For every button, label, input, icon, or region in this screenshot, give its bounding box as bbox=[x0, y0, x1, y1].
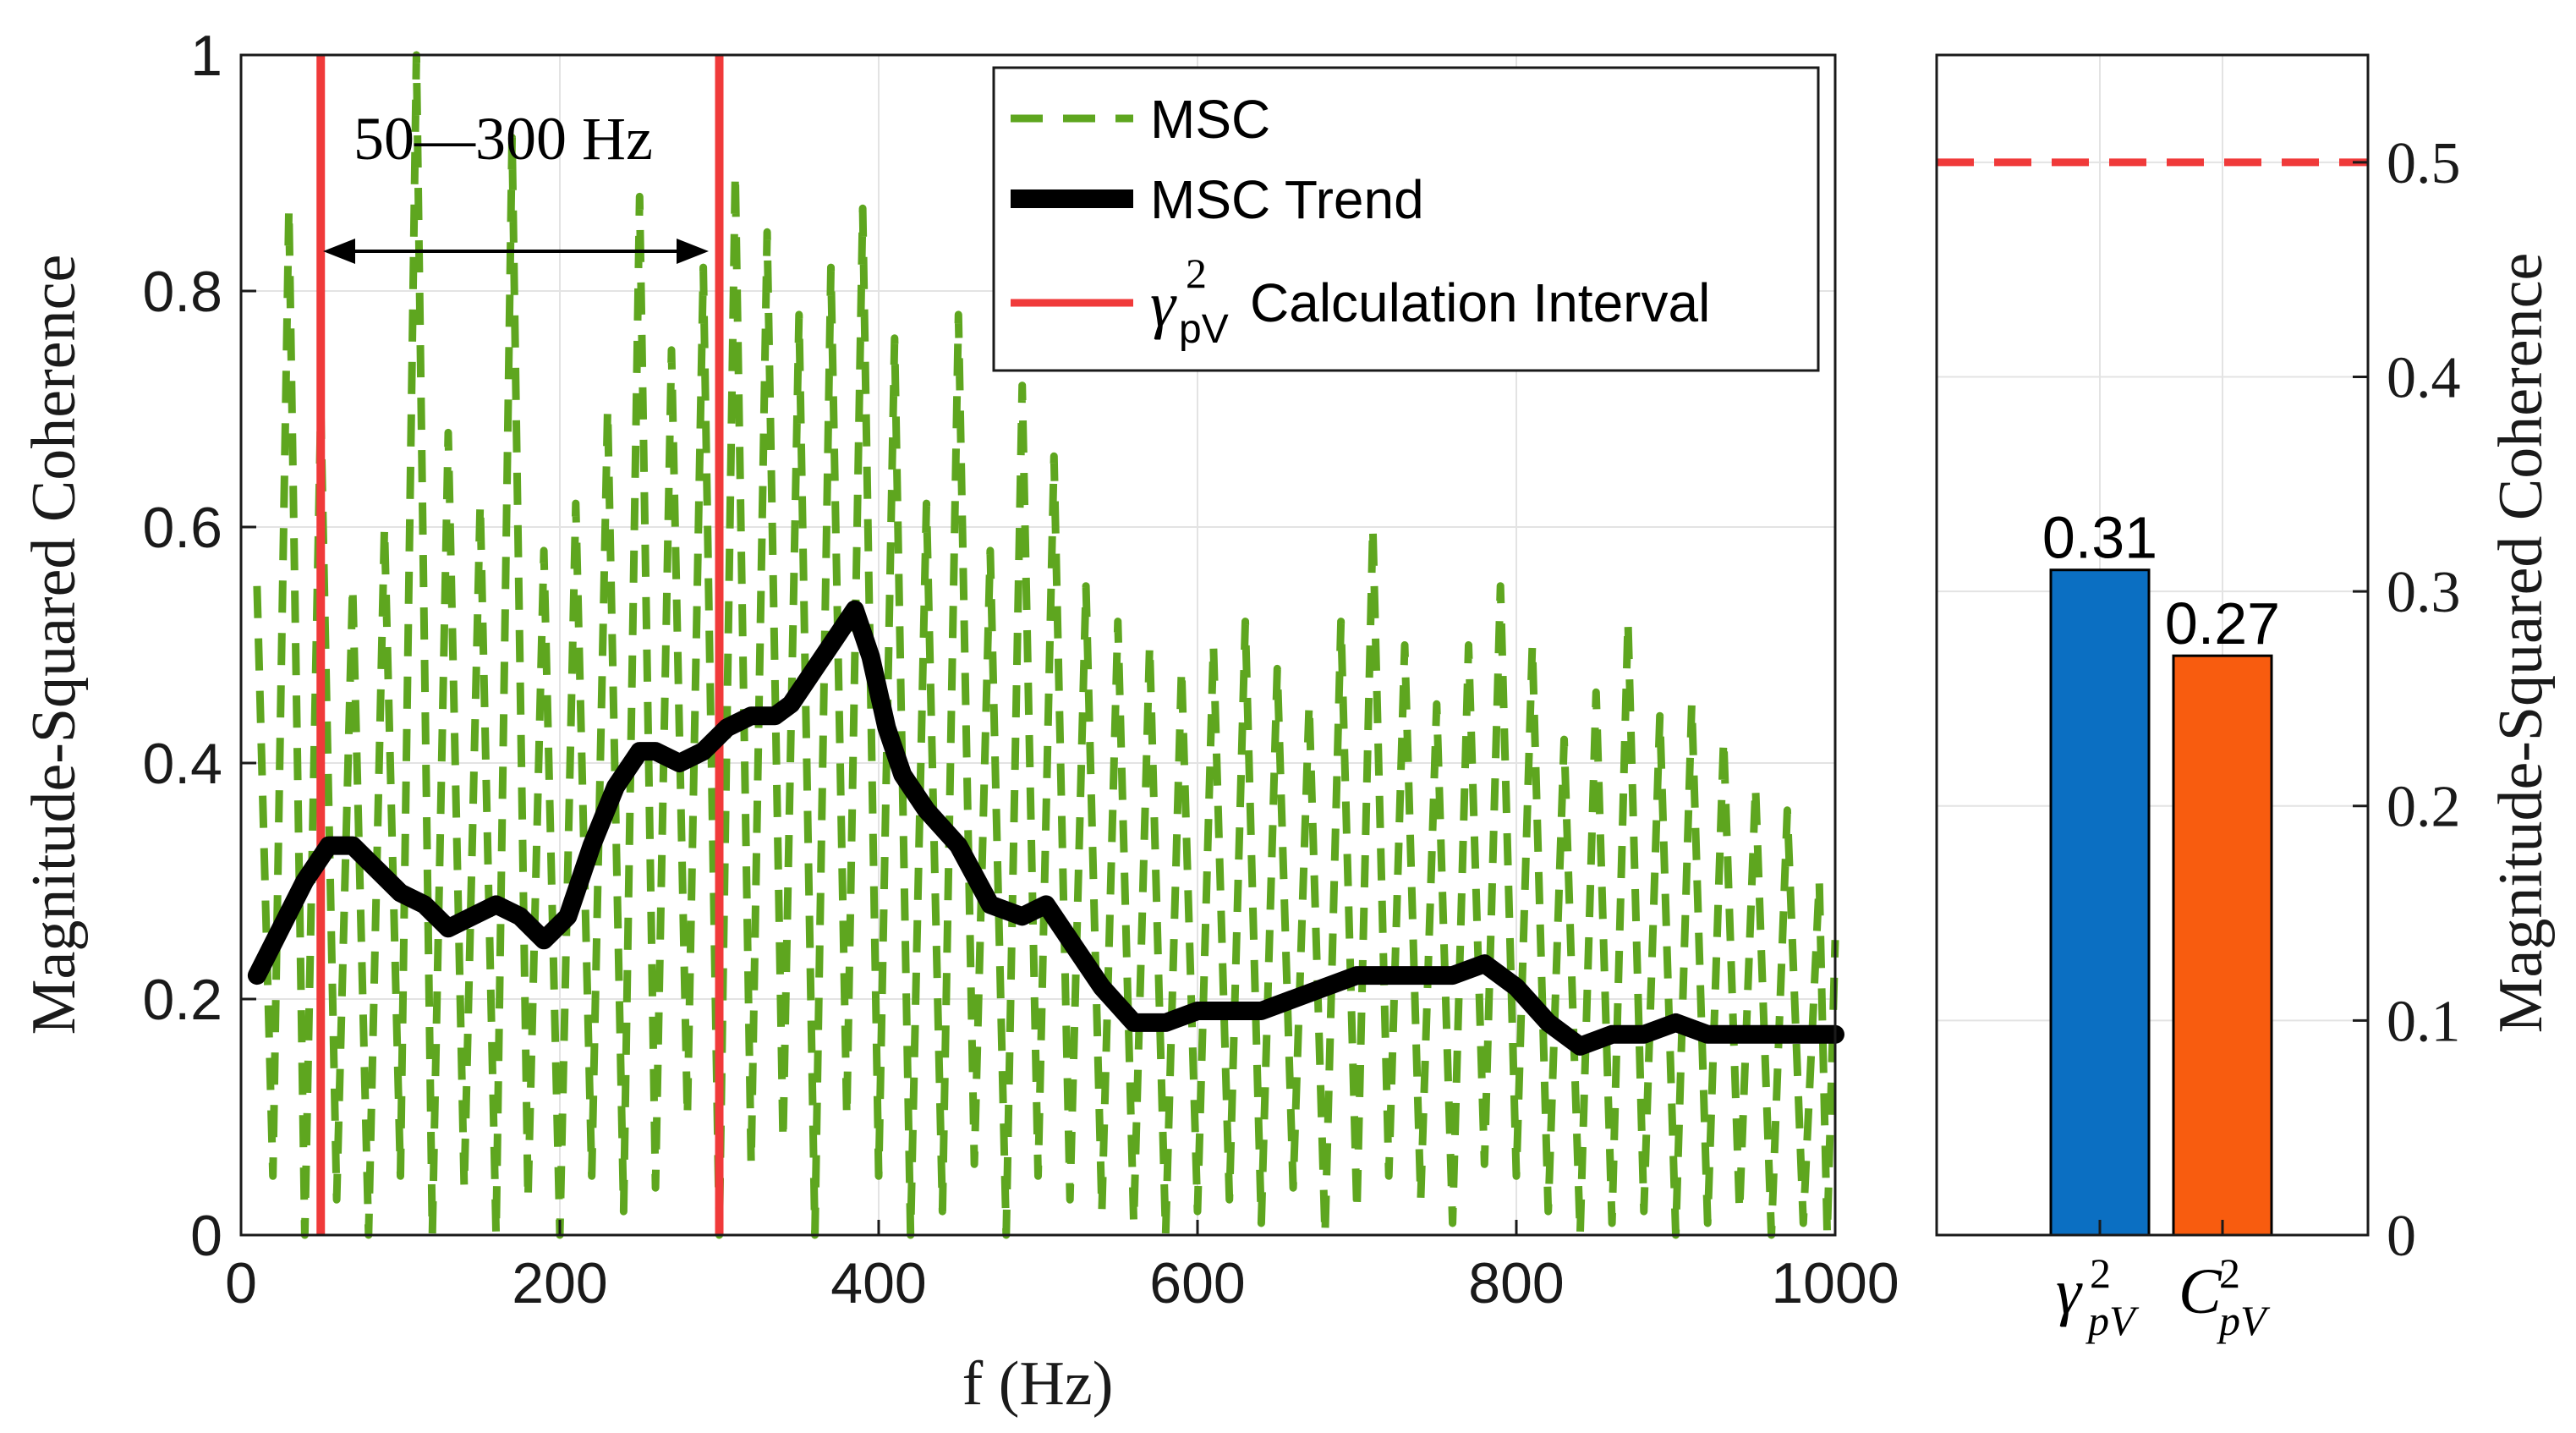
bar-category-symbol: C bbox=[2179, 1256, 2222, 1327]
msc-trend-line bbox=[247, 600, 1844, 1056]
bar-category-sup: 2 bbox=[2090, 1249, 2111, 1297]
bar bbox=[2172, 654, 2273, 1237]
line-chart-x-tick-label: 1000 bbox=[1771, 1251, 1899, 1315]
interval-annotation: 50—300 Hz bbox=[323, 105, 709, 264]
line-chart-x-tick-label: 800 bbox=[1468, 1251, 1564, 1315]
interval-annotation-label: 50—300 Hz bbox=[354, 105, 653, 173]
legend-interval-sub: pV bbox=[1179, 307, 1229, 352]
legend-interval-label: γ 2 pV Calculation Interval bbox=[1150, 250, 1710, 352]
bar-category-sub: pV bbox=[2217, 1297, 2271, 1344]
legend-msc-label: MSC bbox=[1150, 89, 1270, 150]
interval-arrow-left-head bbox=[323, 239, 355, 264]
legend-interval-sup: 2 bbox=[1186, 250, 1207, 297]
line-chart-x-tick-label: 200 bbox=[512, 1251, 607, 1315]
msc-trend-series bbox=[247, 600, 1844, 1056]
legend-trend-label: MSC Trend bbox=[1150, 169, 1424, 230]
bar-category-sup: 2 bbox=[2219, 1249, 2240, 1297]
bar-chart-y-tick-label: 0 bbox=[2387, 1204, 2416, 1269]
bar-chart-y-label: Magnitude-Squared Coherence bbox=[2486, 253, 2556, 1034]
line-chart-y-tick-label: 1 bbox=[190, 24, 222, 88]
line-chart-y-tick-label: 0.6 bbox=[142, 496, 222, 560]
bar bbox=[2049, 568, 2151, 1237]
bar-chart-y-ticks: 0 0.1 0.2 0.3 0.4 0.5 bbox=[2353, 131, 2461, 1269]
bar-chart-y-tick-label: 0.5 bbox=[2387, 131, 2461, 196]
interval-lines bbox=[316, 55, 724, 1235]
legend-interval-text: Calculation Interval bbox=[1250, 272, 1710, 333]
interval-arrow-right-head bbox=[677, 239, 709, 264]
bar-chart-y-tick-label: 0.1 bbox=[2387, 989, 2461, 1054]
bar-category-sub: pV bbox=[2085, 1297, 2140, 1344]
bar-chart-frame bbox=[1935, 53, 2370, 1237]
line-chart-y-ticks: 0 0.2 0.4 0.6 0.8 1 bbox=[142, 24, 256, 1268]
line-chart-y-tick-label: 0.4 bbox=[142, 732, 222, 796]
bar-chart-y-tick-label: 0.2 bbox=[2387, 775, 2461, 840]
line-chart-y-tick-label: 0.8 bbox=[142, 260, 222, 324]
bar-chart-y-tick-label: 0.3 bbox=[2387, 560, 2461, 625]
line-chart-x-tick-label: 400 bbox=[830, 1251, 926, 1315]
line-chart: 0 200 400 600 800 1000 0 0.2 0.4 0.6 0.8 1 50—300 … bbox=[19, 24, 1899, 1419]
bar-group: 0.310.27 bbox=[2042, 505, 2280, 1237]
legend-interval-symbol: γ bbox=[1150, 269, 1177, 340]
bar-category-symbol: γ bbox=[2056, 1256, 2083, 1327]
line-chart-y-tick-label: 0.2 bbox=[142, 968, 222, 1032]
line-chart-frame bbox=[239, 53, 1837, 1237]
bar-value-label: 0.31 bbox=[2042, 505, 2157, 571]
bar-category-label: γ 2pV bbox=[2056, 1249, 2140, 1344]
line-chart-x-ticks: 0 200 400 600 800 1000 bbox=[225, 1220, 1899, 1315]
bar-value-label: 0.27 bbox=[2165, 590, 2280, 656]
bar-chart-plot-area bbox=[1937, 55, 2368, 1235]
line-chart-x-tick-label: 600 bbox=[1149, 1251, 1245, 1315]
legend: MSC MSC Trend γ 2 pV Calculation Interva… bbox=[992, 66, 1820, 372]
line-chart-y-tick-label: 0 bbox=[190, 1204, 222, 1268]
bar-chart-y-tick-label: 0.4 bbox=[2387, 345, 2461, 410]
line-chart-y-label: Magnitude-Squared Coherence bbox=[19, 255, 89, 1035]
line-chart-x-label: f (Hz) bbox=[962, 1349, 1114, 1419]
line-chart-x-tick-label: 0 bbox=[225, 1251, 257, 1315]
